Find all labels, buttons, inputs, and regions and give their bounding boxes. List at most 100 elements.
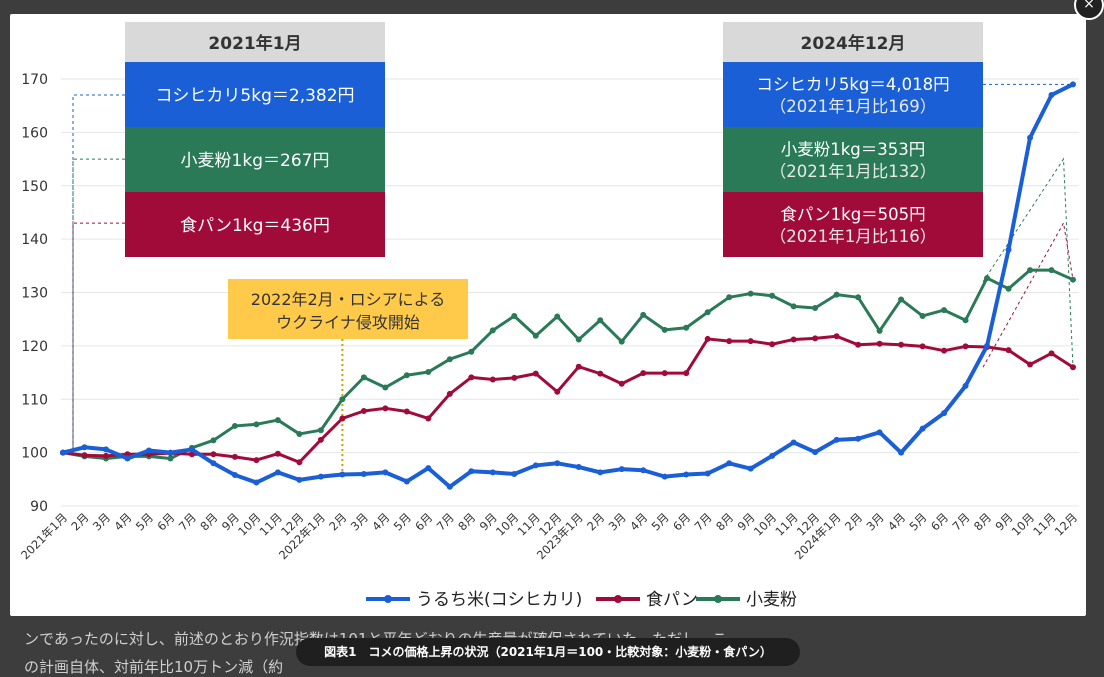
data-point bbox=[1027, 134, 1034, 141]
box-row bbox=[723, 192, 983, 257]
data-point bbox=[575, 363, 582, 370]
legend-label: 食パン bbox=[646, 590, 698, 610]
data-point bbox=[382, 384, 389, 391]
data-point bbox=[683, 324, 690, 331]
data-point bbox=[597, 370, 604, 377]
x-tick-label: 2月 bbox=[68, 510, 91, 533]
data-point bbox=[661, 370, 668, 377]
data-point bbox=[274, 450, 281, 457]
x-tick-label: 4月 bbox=[627, 510, 650, 533]
data-point bbox=[1005, 246, 1012, 253]
connector-line bbox=[72, 158, 125, 453]
x-tick-label: 7月 bbox=[692, 510, 715, 533]
x-tick-label: 6月 bbox=[412, 510, 435, 533]
data-point bbox=[618, 380, 625, 387]
data-point bbox=[1005, 285, 1012, 292]
data-point bbox=[360, 470, 367, 477]
data-point bbox=[941, 410, 948, 417]
box-header-label: 2021年1月 bbox=[208, 33, 301, 54]
x-tick-label: 7月 bbox=[176, 510, 199, 533]
connector-line bbox=[982, 157, 1074, 368]
data-point bbox=[962, 382, 969, 389]
data-point bbox=[210, 437, 217, 444]
annotation-text: 2022年2月・ロシアによる bbox=[251, 290, 445, 309]
data-point bbox=[704, 470, 711, 477]
data-point bbox=[425, 369, 432, 376]
x-tick-label: 3月 bbox=[606, 510, 629, 533]
box-header bbox=[723, 22, 983, 62]
x-tick-label: 4月 bbox=[885, 510, 908, 533]
y-tick-label: 110 bbox=[21, 392, 48, 408]
data-point bbox=[898, 296, 905, 303]
data-point bbox=[683, 471, 690, 478]
data-point bbox=[704, 335, 711, 342]
data-point bbox=[962, 317, 969, 324]
data-point bbox=[339, 471, 346, 478]
data-point bbox=[597, 317, 604, 324]
data-point bbox=[898, 341, 905, 348]
data-point bbox=[60, 449, 66, 456]
x-tick-label: 2月 bbox=[326, 510, 349, 533]
x-tick-label: 8月 bbox=[197, 510, 220, 533]
y-tick-label: 130 bbox=[21, 286, 48, 302]
data-point bbox=[747, 465, 754, 472]
data-point bbox=[618, 466, 625, 473]
data-point bbox=[661, 326, 668, 333]
data-point bbox=[726, 460, 733, 467]
figure-caption: 図表1 コメの価格上昇の状況（2021年1月＝100・比較対象：小麦粉・食パン） bbox=[296, 638, 800, 666]
data-point bbox=[1027, 267, 1034, 274]
connector-line bbox=[982, 221, 1074, 368]
data-point bbox=[876, 429, 883, 436]
box-row bbox=[125, 127, 385, 192]
annotation-box bbox=[228, 279, 468, 339]
x-tick-label: 8月 bbox=[971, 510, 994, 533]
x-tick-label: 6月 bbox=[670, 510, 693, 533]
data-point bbox=[210, 451, 217, 458]
box-row-label: 食パン1kg＝436円 bbox=[180, 216, 330, 236]
data-point bbox=[919, 425, 926, 432]
data-point bbox=[833, 436, 840, 443]
x-tick-label: 3月 bbox=[90, 510, 113, 533]
legend-marker bbox=[614, 595, 622, 603]
data-point bbox=[855, 341, 862, 348]
data-point bbox=[1048, 350, 1055, 357]
data-point bbox=[382, 469, 389, 476]
data-point bbox=[554, 313, 561, 320]
x-tick-label: 2月 bbox=[584, 510, 607, 533]
series-line bbox=[62, 334, 1074, 464]
data-point bbox=[1048, 267, 1055, 274]
x-tick-label: 4月 bbox=[369, 510, 392, 533]
annotation-text: ウクライナ侵攻開始 bbox=[276, 313, 420, 332]
box-row-label: 小麦粉1kg＝267円 bbox=[181, 151, 330, 171]
legend-marker bbox=[714, 595, 722, 603]
close-icon[interactable]: × bbox=[1074, 0, 1104, 20]
x-tick-label: 4月 bbox=[111, 510, 134, 533]
x-tick-label: 2021年1月 bbox=[18, 510, 70, 562]
data-point bbox=[511, 312, 518, 319]
y-tick-label: 100 bbox=[21, 446, 48, 462]
y-tick-label: 90 bbox=[30, 499, 48, 515]
data-point bbox=[102, 446, 109, 453]
data-point bbox=[317, 473, 324, 480]
data-point bbox=[640, 311, 647, 318]
box-row-label: 小麦粉1kg＝353円 bbox=[781, 140, 926, 159]
data-point bbox=[468, 348, 475, 355]
data-point bbox=[812, 335, 819, 342]
y-tick-label: 170 bbox=[21, 72, 48, 88]
data-point bbox=[468, 468, 475, 475]
data-point bbox=[597, 469, 604, 476]
box-row-label: コシヒカリ5kg＝2,382円 bbox=[155, 86, 354, 106]
data-point bbox=[554, 388, 561, 395]
box-row-sublabel: （2021年1月比116） bbox=[770, 227, 936, 246]
data-point bbox=[1005, 347, 1012, 354]
x-tick-label: 5月 bbox=[649, 510, 672, 533]
x-tick-label: 10月 bbox=[493, 510, 521, 538]
x-tick-label: 5月 bbox=[133, 510, 156, 533]
series-line bbox=[62, 82, 1074, 489]
x-tick-label: 2月 bbox=[842, 510, 865, 533]
data-point bbox=[962, 343, 969, 350]
box-row-label: コシヒカリ5kg＝4,018円 bbox=[756, 75, 949, 94]
data-point bbox=[704, 309, 711, 316]
x-tick-label: 10月 bbox=[235, 510, 263, 538]
legend-label: 小麦粉 bbox=[746, 590, 797, 610]
